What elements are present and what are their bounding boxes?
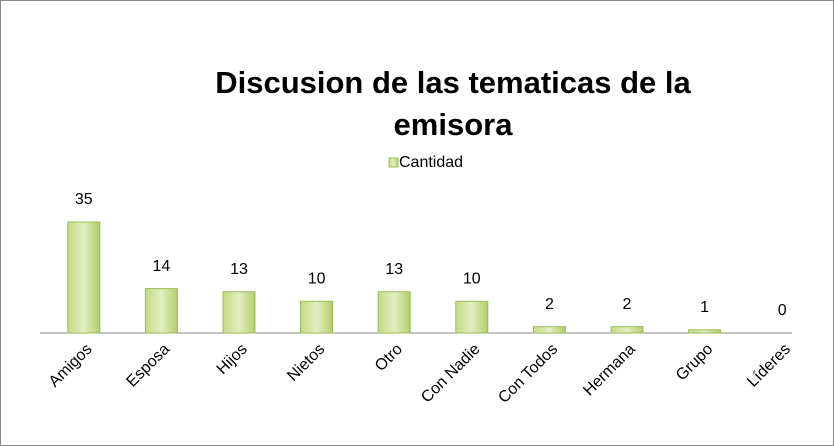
bar [67, 221, 101, 334]
data-label: 14 [153, 258, 171, 275]
bar [222, 291, 256, 334]
data-label: 35 [75, 191, 93, 208]
data-label: 10 [308, 271, 326, 288]
bar [688, 329, 722, 334]
data-label: 0 [778, 302, 787, 319]
data-label: 10 [463, 271, 481, 288]
bar [532, 326, 566, 334]
legend-label: Cantidad [399, 154, 463, 171]
data-label: 1 [700, 299, 709, 316]
data-label: 13 [230, 261, 248, 278]
bar [300, 300, 334, 334]
data-label: 13 [385, 261, 403, 278]
bar [144, 288, 178, 334]
bar [377, 291, 411, 334]
bar [610, 326, 644, 334]
data-label: 2 [623, 296, 632, 313]
legend-swatch [388, 157, 399, 168]
data-label: 2 [545, 296, 554, 313]
chart-title: Discusion de las tematicas de la emisora [215, 65, 691, 142]
bar [455, 300, 489, 334]
